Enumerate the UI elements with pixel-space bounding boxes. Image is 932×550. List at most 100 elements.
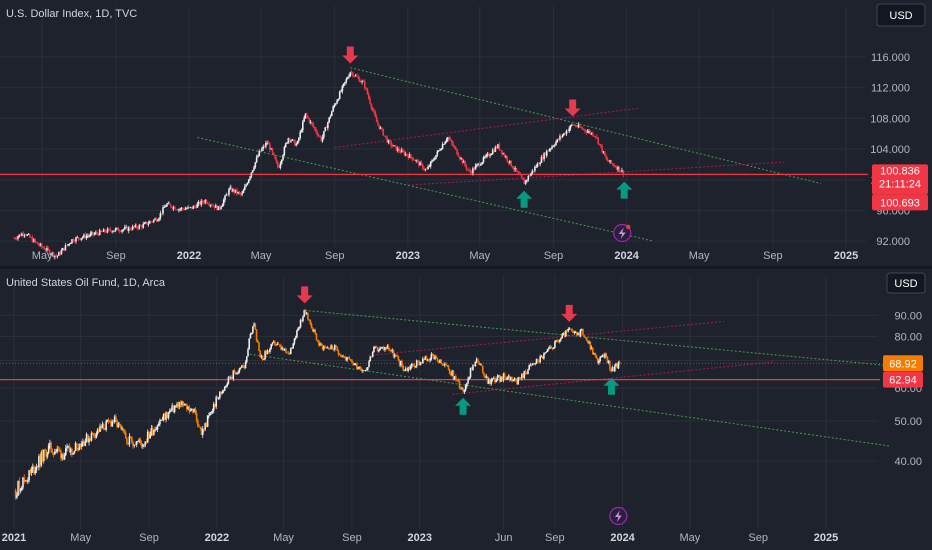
- candle-body: [66, 446, 68, 449]
- dxy-pane[interactable]: U.S. Dollar Index, 1D, TVC USD 116.000 11…: [0, 3, 928, 262]
- candle-body: [414, 159, 416, 161]
- candle-body: [518, 377, 521, 379]
- dxy-support-badge: [872, 194, 928, 211]
- candle-body: [261, 355, 264, 360]
- candle-body: [214, 403, 216, 407]
- candle-body: [288, 353, 291, 355]
- candle-body: [568, 128, 570, 132]
- candle-body: [415, 360, 418, 367]
- dxy-currency-button[interactable]: USD: [876, 3, 926, 27]
- candle-body: [157, 423, 160, 426]
- candle-body: [348, 357, 351, 360]
- candle-body: [444, 141, 447, 145]
- candle-body: [281, 347, 284, 350]
- candle-body: [195, 413, 198, 421]
- candle-body: [378, 124, 381, 129]
- candle-body: [360, 368, 363, 371]
- candle-body: [390, 141, 392, 146]
- uso-trendlines[interactable]: [249, 309, 890, 447]
- candle-body: [286, 142, 288, 144]
- candle-body: [270, 344, 273, 349]
- candle-body: [78, 443, 81, 451]
- candle-body: [233, 189, 236, 193]
- time-tick-label: 2023: [407, 532, 431, 544]
- candle-body: [40, 452, 43, 466]
- candle-body: [342, 355, 345, 357]
- candle-body: [524, 180, 527, 184]
- candle-body: [497, 144, 499, 149]
- candle-body: [162, 414, 165, 420]
- candle-body: [138, 225, 141, 229]
- candle-body: [67, 445, 70, 447]
- candle-body: [598, 143, 601, 145]
- candle-body: [489, 155, 491, 156]
- candle-body: [392, 145, 395, 147]
- candle-body: [254, 162, 257, 168]
- candle-body: [113, 230, 116, 232]
- dxy-time-axis[interactable]: May Sep 2022 May Sep 2023 May Sep 2024 May Sep 2025: [32, 250, 858, 262]
- candle-body: [360, 81, 362, 83]
- candle-body: [18, 480, 21, 491]
- lightning-icon[interactable]: [613, 223, 632, 243]
- candle-body: [412, 363, 414, 365]
- candle-body: [336, 100, 338, 104]
- candle-body: [308, 118, 311, 123]
- candle-body: [531, 170, 534, 174]
- candle-body: [185, 208, 188, 210]
- candle-body: [204, 200, 207, 203]
- candle-body: [361, 80, 363, 83]
- candle-body: [527, 369, 529, 374]
- candle-body: [184, 404, 187, 405]
- time-tick-label: Sep: [763, 250, 783, 262]
- candle-body: [560, 337, 562, 340]
- candle-body: [236, 189, 238, 194]
- down-arrow-icon: [296, 286, 313, 304]
- candle-body: [532, 170, 535, 172]
- candle-body: [49, 442, 51, 446]
- candle-body: [458, 156, 461, 159]
- candle-body: [232, 189, 234, 192]
- candle-body: [580, 127, 582, 129]
- candle-body: [155, 429, 158, 431]
- candle-body: [164, 206, 167, 208]
- candle-body: [314, 329, 317, 334]
- candle-body: [536, 163, 539, 167]
- candle-body: [564, 133, 567, 134]
- candle-body: [92, 232, 94, 235]
- candle-body: [538, 361, 540, 363]
- candle-body: [278, 166, 280, 168]
- candle-body: [522, 177, 524, 180]
- uso-currency-button[interactable]: USD: [886, 272, 926, 294]
- candle-body: [425, 356, 428, 360]
- candle-body: [622, 170, 625, 175]
- candle-body: [331, 111, 333, 116]
- lightning-icon[interactable]: [609, 506, 628, 526]
- pane-separator[interactable]: [0, 266, 932, 269]
- candle-body: [23, 477, 26, 482]
- candle-body: [490, 153, 493, 156]
- uso-time-axis[interactable]: 2021 May Sep 2022 May Sep 2023 Jun Sep 2024 May Sep…: [2, 532, 838, 544]
- candle-body: [320, 136, 323, 141]
- candle-body: [561, 135, 564, 138]
- candle-body: [117, 227, 119, 231]
- candle-body: [129, 227, 131, 230]
- candle-body: [521, 374, 523, 379]
- candle-body: [14, 238, 17, 239]
- candle-body: [437, 150, 440, 152]
- candle-body: [284, 143, 287, 148]
- uso-pane[interactable]: United States Oil Fund, 1D, Arca USD 90.…: [0, 272, 926, 544]
- candle-body: [312, 124, 315, 128]
- candle-body: [461, 158, 464, 163]
- candle-body: [540, 157, 543, 163]
- candle-body: [428, 359, 430, 361]
- candle-body: [91, 433, 94, 434]
- candle-body: [470, 172, 473, 174]
- candle-body: [528, 176, 531, 177]
- candle-body: [177, 403, 180, 407]
- candle-body: [346, 357, 348, 361]
- candle-body: [245, 184, 247, 187]
- candle-body: [69, 448, 72, 452]
- candle-body: [474, 165, 477, 170]
- candle-body: [613, 164, 615, 167]
